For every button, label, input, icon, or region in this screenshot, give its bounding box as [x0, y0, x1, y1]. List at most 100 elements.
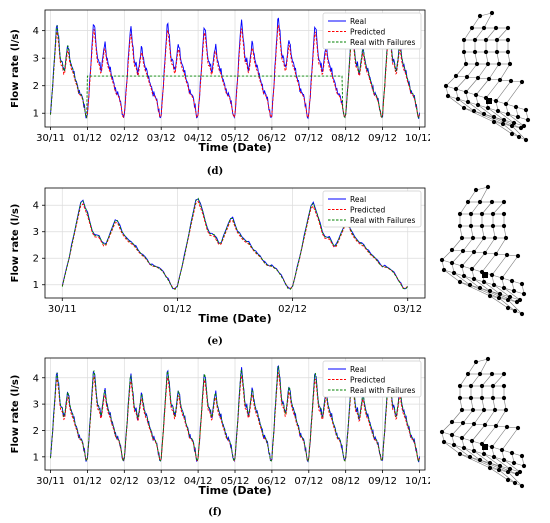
reservoir-node [482, 444, 488, 450]
network-node [475, 102, 481, 108]
network-node [481, 279, 487, 285]
caption-e: (e) [207, 336, 223, 347]
network-node [512, 480, 518, 486]
network-node [501, 117, 507, 123]
network-node [482, 422, 488, 428]
x-tick-label: 30/11 [48, 304, 77, 315]
pipe [466, 63, 478, 78]
y-axis-label: Flow rate (l/s) [10, 204, 21, 283]
network-node [521, 291, 527, 297]
network-node [504, 252, 510, 258]
reservoir-node [482, 272, 488, 278]
network-node [509, 278, 515, 284]
pipe [501, 255, 519, 279]
network-node [470, 235, 476, 241]
x-tick-label: 03/12 [147, 133, 176, 144]
legend-label: Real [350, 365, 366, 374]
pipe [459, 373, 469, 387]
network-node [501, 457, 507, 463]
network-node [481, 111, 487, 117]
network-node [511, 288, 517, 294]
pipe [473, 278, 491, 292]
network-node [523, 107, 529, 113]
network-node [459, 235, 465, 241]
pipe [463, 27, 473, 41]
pipe [493, 284, 511, 298]
pipe [470, 201, 481, 215]
network-node [491, 454, 497, 460]
pipe [498, 469, 516, 484]
pipe [462, 237, 474, 252]
legend-label: Real with Failures [350, 38, 416, 47]
network-node [505, 111, 511, 117]
pipe [479, 358, 489, 375]
network-node [490, 223, 496, 229]
network-node [465, 371, 471, 377]
network-node [503, 407, 509, 413]
pipe [443, 441, 461, 455]
pipe [491, 254, 508, 276]
pipe [474, 27, 485, 41]
pipe [502, 123, 520, 138]
pipe [489, 467, 509, 481]
pipe [485, 27, 497, 41]
pipe [488, 63, 500, 80]
x-tick-label: 05/12 [221, 133, 250, 144]
network-node [469, 25, 475, 31]
y-tick-label: 4 [33, 373, 39, 384]
pipe [489, 290, 518, 303]
network-node [481, 235, 487, 241]
network-node [470, 407, 476, 413]
pipe [485, 79, 501, 99]
network-node [501, 285, 507, 291]
pipe [453, 444, 471, 458]
network-node [486, 76, 492, 82]
network-node [487, 460, 493, 466]
network-node [513, 104, 519, 110]
network-node [473, 359, 479, 365]
pipe [465, 77, 479, 93]
network-node [481, 407, 487, 413]
network-node [501, 383, 507, 389]
series-line-predicted [50, 25, 420, 119]
network-node [501, 211, 507, 217]
network-node [505, 25, 511, 31]
network-node [511, 120, 517, 126]
network-node [514, 299, 520, 305]
pipe [457, 98, 475, 112]
pipe [453, 272, 471, 286]
network-node [439, 429, 445, 435]
network-node [481, 451, 487, 457]
x-tick-label: 01/12 [163, 304, 192, 315]
network-node [445, 93, 451, 99]
pipe [483, 453, 501, 467]
pipe [451, 409, 463, 423]
network-node [511, 460, 517, 466]
pipe [484, 237, 496, 254]
pipe [463, 107, 495, 123]
network-node [449, 247, 455, 253]
pipe [489, 295, 509, 309]
network-node [487, 288, 493, 294]
network-node [503, 101, 509, 107]
legend-label: Real with Failures [350, 386, 416, 395]
network-node [505, 305, 511, 311]
network-node [507, 466, 513, 472]
network-node [517, 469, 523, 475]
pipe [501, 427, 519, 451]
x-axis-label: Time (Date) [198, 141, 271, 154]
network-node [521, 463, 527, 469]
x-tick-label: 04/12 [184, 133, 213, 144]
pipe [507, 299, 523, 315]
network-node [519, 281, 525, 287]
x-tick-label: 05/12 [221, 476, 250, 487]
network-node [491, 119, 497, 125]
network-diagram-d [443, 10, 531, 143]
pipe [479, 459, 509, 473]
network-node [481, 25, 487, 31]
network-node [487, 465, 493, 471]
y-tick-label: 1 [33, 109, 39, 120]
